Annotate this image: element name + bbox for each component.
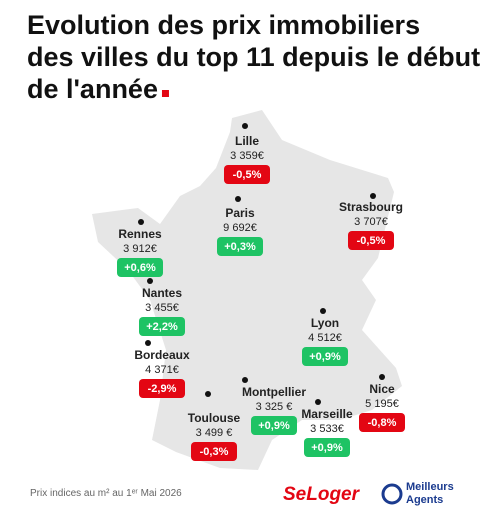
change-badge: [251, 416, 297, 435]
city-name: Paris: [225, 206, 255, 220]
city-name: Marseille: [301, 407, 353, 421]
logo-text: Agents: [406, 494, 443, 506]
logo-seloger: SeLoger: [283, 484, 361, 505]
city-dot: [315, 399, 321, 405]
city-dot: [205, 391, 211, 397]
change-badge: [191, 442, 237, 461]
change-badge: [302, 347, 348, 366]
city-dot: [242, 377, 248, 383]
logo-icon: [381, 483, 403, 505]
change-label: -2,9%: [148, 383, 177, 395]
change-badge: [304, 438, 350, 457]
change-label: +0,3%: [224, 241, 256, 253]
city-name: Toulouse: [188, 411, 241, 425]
title-line: des villes du top 11 depuis le début: [27, 42, 480, 72]
city-name: Montpellier: [242, 385, 306, 399]
change-badge: [359, 413, 405, 432]
change-label: +2,2%: [146, 321, 178, 333]
city-price: 3 455€: [145, 302, 179, 314]
change-badge: [139, 379, 185, 398]
city-price: 9 692€: [223, 222, 257, 234]
city-name: Strasbourg: [339, 200, 403, 214]
title-line: Evolution des prix immobiliers: [27, 10, 420, 40]
footnote: Prix indices au m² au 1ᵉʳ Mai 2026: [30, 488, 182, 499]
title-dot: [161, 90, 169, 97]
city-name: Lille: [235, 134, 259, 148]
city-price: 3 707€: [354, 216, 388, 228]
change-badge: [139, 317, 185, 336]
logo-text: Meilleurs: [406, 481, 454, 493]
city-dot: [147, 278, 153, 284]
city-price: 3 325 €: [256, 401, 293, 413]
city-dot: [235, 196, 241, 202]
change-badge: [217, 237, 263, 256]
city-price: 3 533€: [310, 423, 344, 435]
change-label: -0,5%: [233, 169, 262, 181]
city-price: 5 195€: [365, 398, 399, 410]
city-name: Lyon: [311, 316, 339, 330]
change-label: -0,3%: [200, 446, 229, 458]
change-label: +0,9%: [258, 420, 290, 432]
change-label: +0,9%: [311, 442, 343, 454]
title-line: de l'année: [27, 74, 158, 104]
city-price: 3 499 €: [196, 427, 233, 439]
cities: Lille 3 359€ -0,5% Strasbourg 3 707€ -0,5% Par…: [117, 123, 405, 461]
city-dot: [320, 308, 326, 314]
city-dot: [242, 123, 248, 129]
city-dot: [379, 374, 385, 380]
change-badge: [117, 258, 163, 277]
city-dot: [138, 219, 144, 225]
city-price: 4 512€: [308, 332, 342, 344]
city-price: 3 359€: [230, 150, 264, 162]
city-name: Rennes: [118, 227, 162, 241]
city-price: 4 371€: [145, 364, 179, 376]
city-price: 3 912€: [123, 243, 157, 255]
change-badge: [224, 165, 270, 184]
city-name: Nantes: [142, 286, 182, 300]
city-name: Bordeaux: [134, 348, 190, 362]
city-dot: [145, 340, 151, 346]
change-label: -0,5%: [357, 235, 386, 247]
city-name: Nice: [369, 382, 395, 396]
city-dot: [370, 193, 376, 199]
change-badge: [348, 231, 394, 250]
change-label: -0,8%: [368, 417, 397, 429]
change-label: +0,6%: [124, 262, 156, 274]
change-label: +0,9%: [309, 351, 341, 363]
